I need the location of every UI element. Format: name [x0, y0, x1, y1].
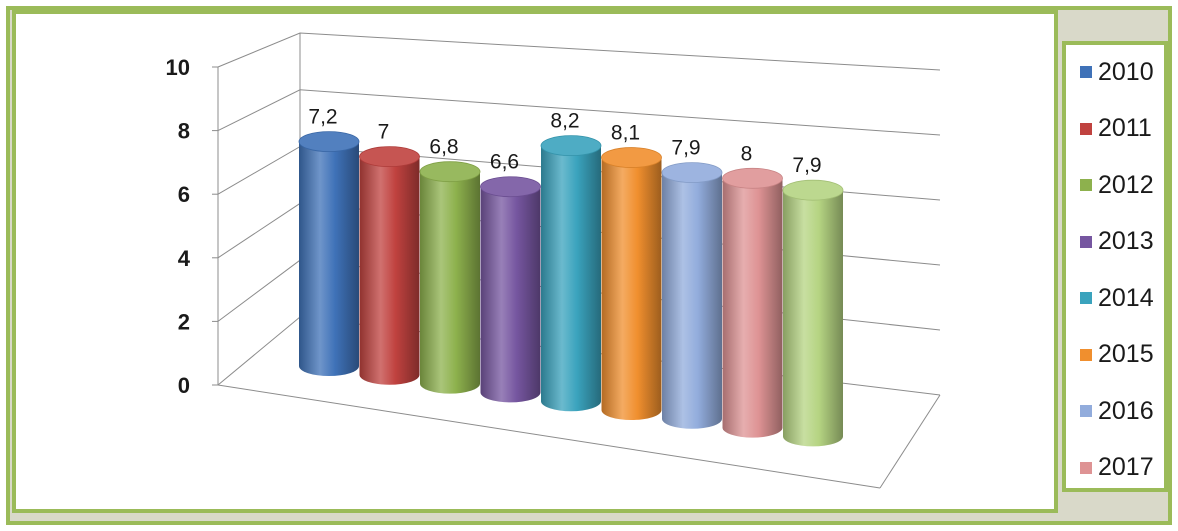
y-tick-label: 8: [178, 119, 190, 144]
cylinder-top: [782, 179, 844, 201]
bar-series-9: [782, 179, 844, 447]
cylinder-body: [601, 157, 662, 420]
legend-swatch: [1080, 66, 1092, 78]
legend: 2010 2011 2012 2013 2014 2015 2016 2017: [1062, 41, 1168, 492]
bar-2011: [359, 146, 420, 385]
legend-swatch: [1080, 122, 1092, 135]
bar-2015: [601, 147, 662, 420]
legend-item: 2012: [1080, 170, 1154, 200]
cylinder-top: [661, 162, 723, 184]
legend-label: 2013: [1098, 227, 1154, 255]
legend-label: 2012: [1098, 170, 1154, 199]
legend-item: 2015: [1080, 340, 1154, 370]
y-tick-label: 4: [178, 246, 191, 271]
data-label: 8,1: [611, 122, 640, 145]
bar-2016: [661, 162, 723, 429]
floor-front-edge: [217, 384, 881, 489]
data-label: 6,8: [429, 136, 458, 159]
legend-label: 2015: [1098, 340, 1154, 368]
cylinder-body: [541, 145, 601, 412]
legend-label: 2010: [1098, 57, 1154, 86]
legend-swatch: [1080, 235, 1092, 248]
legend-label: 2011: [1098, 114, 1152, 142]
legend-label: 2014: [1098, 283, 1154, 312]
data-label: 7,9: [792, 154, 821, 177]
data-label: 8: [741, 142, 753, 165]
cylinder-top: [540, 135, 602, 157]
cylinder-top: [359, 146, 420, 168]
data-label: 7,2: [308, 106, 337, 129]
legend-item: 2017: [1080, 453, 1154, 483]
cylinder-body: [359, 156, 420, 385]
cylinder-top: [298, 131, 360, 153]
legend-swatch: [1080, 405, 1092, 417]
gridline: [217, 32, 941, 71]
legend-swatch: [1080, 348, 1092, 361]
cylinder-top: [601, 147, 662, 168]
bar-2010: [298, 131, 360, 376]
legend-swatch: [1080, 461, 1092, 474]
bar-2012: [419, 161, 481, 394]
y-tick-label: 2: [178, 309, 190, 334]
bars: [298, 131, 844, 447]
bar-2017: [722, 167, 783, 438]
y-tick-label: 6: [178, 182, 190, 207]
data-label: 7,9: [671, 137, 700, 160]
data-label: 8,2: [550, 110, 579, 133]
legend-item: 2016: [1080, 396, 1154, 426]
cylinder-body: [722, 178, 783, 438]
cylinder-body: [420, 171, 480, 394]
cylinder-top: [419, 161, 481, 183]
legend-label: 2017: [1098, 453, 1154, 481]
legend-swatch: [1080, 292, 1092, 304]
legend-item: 2014: [1080, 283, 1154, 313]
data-label: 7: [378, 121, 390, 144]
cylinder-body: [783, 190, 843, 447]
floor-right-edge: [879, 394, 941, 489]
bar-2014: [540, 135, 602, 412]
cylinder-top: [722, 167, 783, 189]
cylinder-body: [480, 186, 541, 403]
legend-label: 2016: [1098, 396, 1154, 425]
cylinder-top: [480, 176, 541, 198]
legend-item: 2010: [1080, 57, 1154, 87]
legend-item: 2011: [1080, 114, 1152, 144]
data-label: 6,6: [490, 151, 519, 174]
cylinder-body: [662, 172, 722, 429]
cylinder-body: [299, 141, 359, 376]
y-tick-label: 0: [178, 373, 190, 398]
legend-swatch: [1080, 179, 1092, 191]
y-tick-label: 10: [166, 55, 190, 80]
bar-2013: [480, 176, 541, 403]
legend-item: 2013: [1080, 227, 1154, 257]
